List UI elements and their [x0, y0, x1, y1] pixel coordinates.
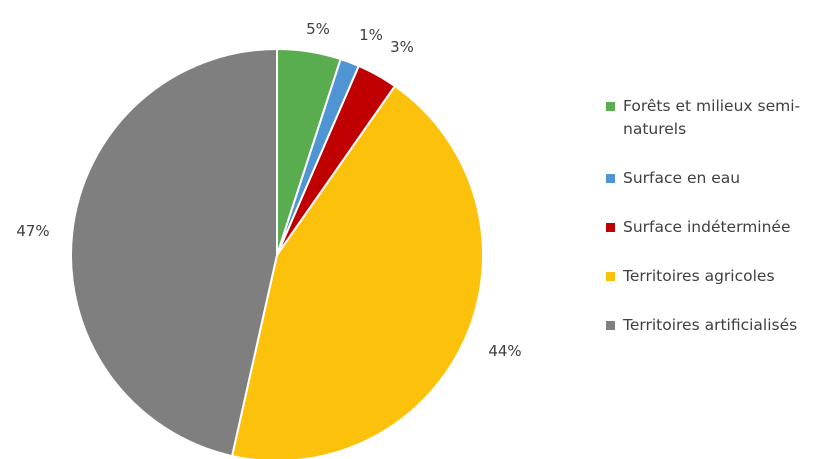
legend-label-forets: Forêts et milieux semi- — [623, 97, 801, 115]
legend-swatch-agricoles — [606, 272, 615, 281]
data-label-artificialises: 47% — [16, 222, 49, 240]
data-label-forets: 5% — [306, 20, 330, 38]
legend-label-forets-line2: naturels — [623, 120, 687, 138]
legend-swatch-eau — [606, 174, 615, 183]
legend-swatch-artificialises — [606, 321, 615, 330]
legend-swatch-indeterminee — [606, 223, 615, 232]
legend-swatch-forets — [606, 102, 615, 111]
legend-label-indeterminee: Surface indéterminée — [623, 218, 791, 236]
slice-labels: 5% 1% 3% 44% 47% — [16, 20, 521, 360]
pie-slice-artificialises — [70, 47, 278, 458]
pie-slices — [70, 47, 484, 459]
legend: Forêts et milieux semi-naturels Surface e… — [606, 95, 832, 363]
legend-item-artificialises: Territoires artificialisés — [606, 314, 832, 337]
legend-label-artificialises: Territoires artificialisés — [623, 316, 798, 334]
data-label-agricoles: 44% — [488, 342, 521, 360]
legend-item-eau: Surface en eau — [606, 167, 832, 190]
pie-slice-agricoles — [230, 84, 484, 459]
legend-label-agricoles: Territoires agricoles — [623, 267, 775, 285]
legend-item-forets: Forêts et milieux semi-naturels — [606, 95, 832, 141]
legend-item-indeterminee: Surface indéterminée — [606, 216, 832, 239]
legend-label-eau: Surface en eau — [623, 169, 741, 187]
legend-item-agricoles: Territoires agricoles — [606, 265, 832, 288]
data-label-indeterminee: 3% — [390, 38, 414, 56]
data-label-eau: 1% — [359, 26, 383, 44]
